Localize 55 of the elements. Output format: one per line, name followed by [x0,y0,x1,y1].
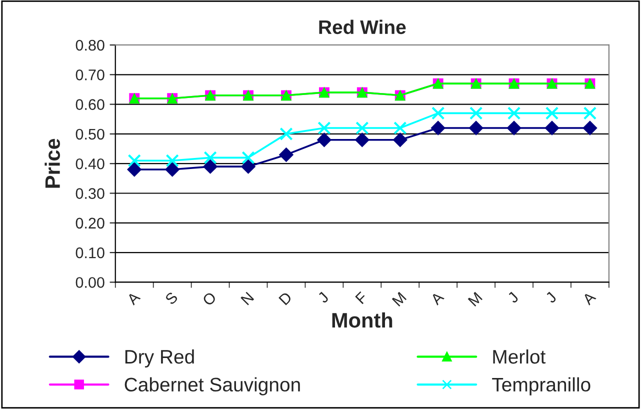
point [128,154,141,168]
x-tick-label: M [468,292,482,306]
x-tick-label: A [582,290,596,306]
point [394,121,407,135]
point [507,106,521,120]
point [583,106,597,120]
x-tick-label: O [202,291,217,306]
x-tick-label: A [430,290,444,306]
point [165,162,180,177]
x-tick-label: D [278,291,292,306]
point [166,154,179,168]
point [506,120,522,136]
y-tick-label: 0.50 [76,128,104,140]
point [127,162,142,177]
y-tick-label: 0.70 [76,70,104,80]
point [354,132,370,148]
point [582,120,598,136]
y-tick-label: 0.80 [76,40,104,51]
x-tick-label: M [392,292,407,306]
y-tick-label: 0.00 [76,277,104,288]
point [545,106,559,120]
chart-title: Red Wine [319,20,406,34]
point [316,132,332,148]
x-tick-label: A [126,290,141,306]
x-tick-label: J [317,292,329,304]
x-tick-label: F [355,291,368,304]
point [468,120,484,136]
point [392,132,408,148]
x-tick-label: J [506,292,519,304]
point [469,106,483,120]
legend-label: Cabernet Sauvignon [124,377,300,396]
point [432,106,445,120]
point [544,120,560,136]
point [203,159,218,174]
y-tick-label: 0.60 [76,99,104,110]
x-tick-label: S [164,291,178,306]
x-axis-title: Month [332,312,392,328]
legend-label: Tempranillo [492,377,590,396]
point [280,127,293,141]
point [242,151,255,164]
y-tick-label: 0.10 [76,247,104,258]
y-tick-label: 0.30 [76,188,104,199]
point [318,121,331,135]
point [279,147,294,162]
point [430,120,446,136]
x-tick-label: N [240,292,254,306]
legend-label: Merlot [493,349,546,364]
point [204,151,217,164]
legend-label: Dry Red [125,349,194,368]
x-tick-label: J [544,292,557,304]
y-tick-label: 0.20 [76,218,104,229]
y-tick-label: 0.40 [76,158,104,170]
point [356,121,369,135]
y-axis-title: Price [44,138,60,188]
point [241,159,256,174]
